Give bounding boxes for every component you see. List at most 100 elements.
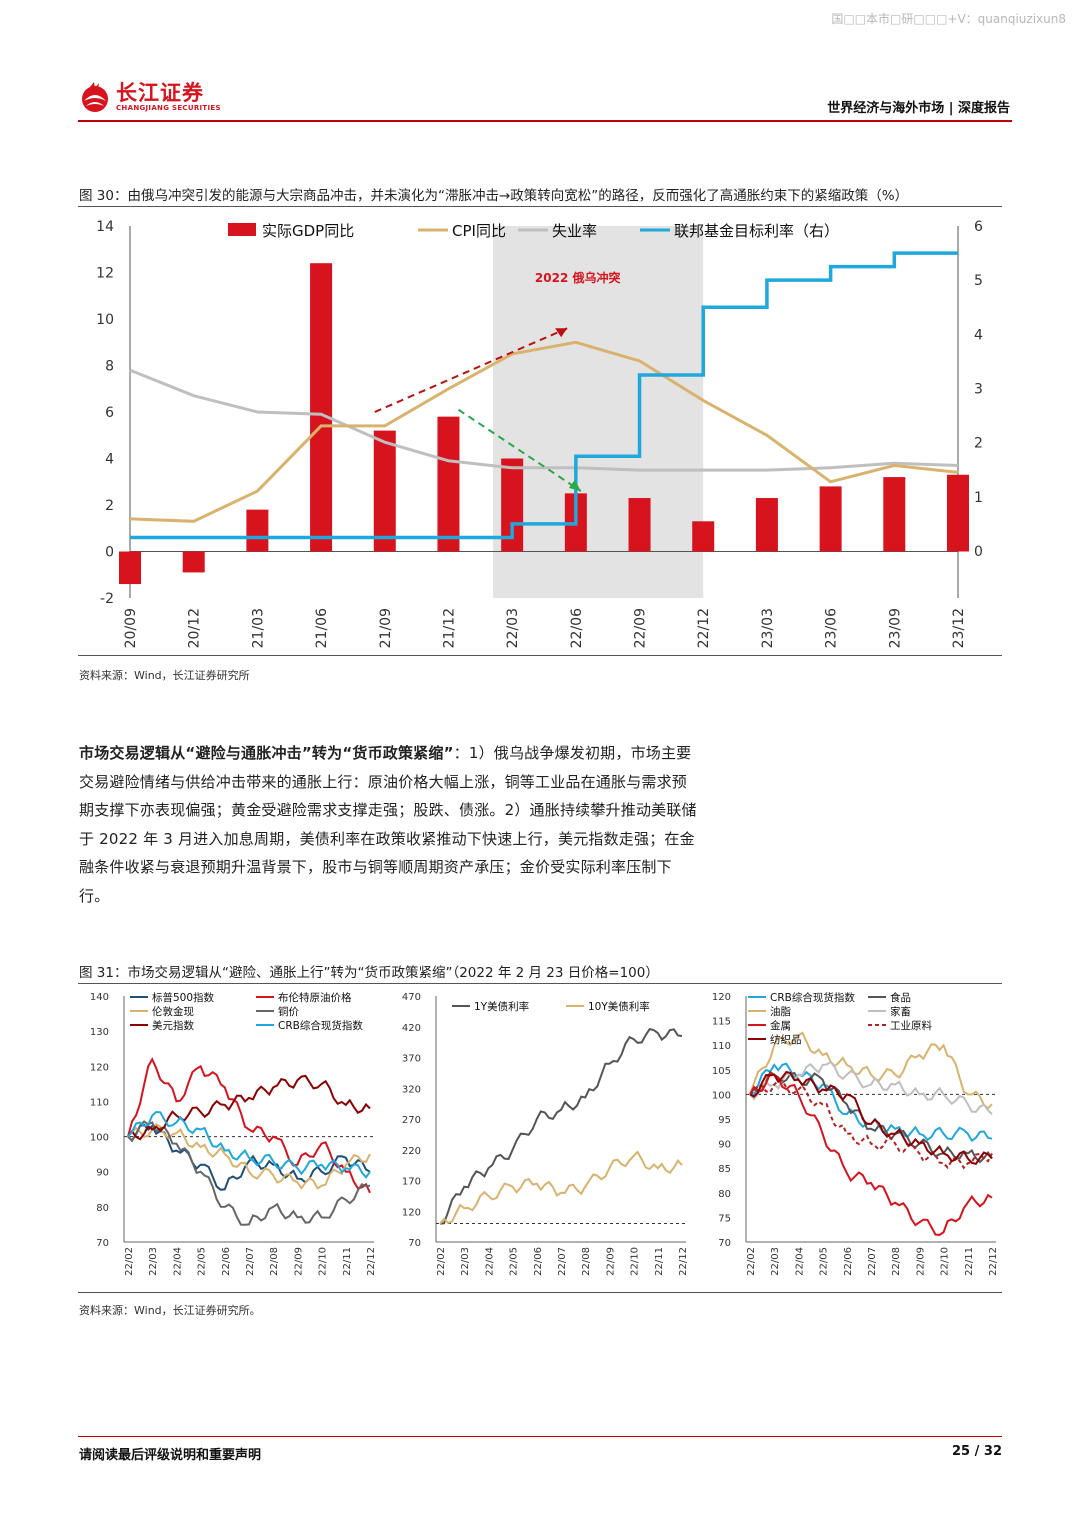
x-tick-label: 22/05: [509, 1247, 520, 1276]
legend-label: 实际GDP同比: [262, 222, 354, 240]
gdp-bar: [947, 474, 969, 552]
gdp-bar: [373, 430, 396, 552]
series-line: [439, 1150, 683, 1225]
x-tick-label: 22/05: [197, 1247, 208, 1276]
y-tick-label: 90: [718, 1140, 731, 1151]
legend-label: 工业原料: [890, 1019, 932, 1032]
x-tick-label: 22/04: [484, 1247, 495, 1276]
series-line: [439, 1027, 683, 1225]
x-tick-label: 22/05: [819, 1247, 830, 1276]
fig31-left-chart: 70 80 90 100 110 120 130 140 22/02 22/03 22/04 22/0…: [90, 991, 377, 1276]
gdp-bar: [310, 263, 333, 552]
y-tick-label: 100: [90, 1133, 109, 1144]
conflict-annotation: 2022 俄乌冲突: [535, 270, 621, 285]
x-tick-label: 22/11: [342, 1247, 353, 1276]
legend-label: 食品: [890, 991, 911, 1004]
series-line: [127, 1057, 371, 1194]
cpi-line: [129, 340, 959, 523]
watermark: 国□□本市□研□□□+V：quanqiuzixun8: [831, 12, 1066, 26]
legend-label: 标普500指数: [152, 991, 215, 1004]
y-tick-label: 100: [712, 1090, 731, 1101]
x-tick-label: 22/03: [148, 1247, 159, 1276]
x-tick-label: 21/06: [314, 608, 330, 648]
series-line: [749, 1072, 993, 1236]
fig31-source: 资料来源：Wind，长江证券研究所。: [79, 1304, 261, 1317]
x-tick-label: 21/12: [441, 608, 457, 648]
gdp-bar: [819, 486, 842, 552]
series-line: [127, 1074, 371, 1141]
paragraph-lead: 市场交易逻辑从“避险与通胀冲击”转为“货币政策紧缩”: [79, 744, 454, 762]
x-tick-label: 22/12: [678, 1247, 689, 1276]
y-tick-label: 105: [712, 1066, 731, 1077]
x-tick-label: 22/12: [988, 1247, 999, 1276]
gdp-bar: [755, 498, 778, 552]
x-tick-label: 21/09: [378, 608, 394, 648]
x-tick-label: 22/03: [460, 1247, 471, 1276]
x-tick-label: 22/06: [569, 608, 585, 648]
right-tick-label: 0: [974, 544, 983, 560]
body-paragraph: 市场交易逻辑从“避险与通胀冲击”转为“货币政策紧缩”：1）俄乌战争爆发初期，市场…: [79, 739, 699, 910]
x-tick-label: 22/11: [654, 1247, 665, 1276]
header-divider: [78, 120, 1012, 122]
shaded-conflict-period: [493, 226, 704, 598]
y-tick-label: 75: [718, 1213, 731, 1224]
left-tick-label: 10: [96, 312, 114, 328]
legend-label: 布伦特原油价格: [278, 991, 352, 1004]
left-tick-label: 0: [105, 545, 114, 561]
rising-trend-arrow: [374, 327, 568, 413]
legend-label: 家畜: [890, 1005, 911, 1018]
right-tick-label: 5: [974, 273, 983, 289]
gdp-bar: [437, 416, 460, 552]
y-tick-label: 370: [402, 1054, 421, 1065]
series-line: [127, 1123, 371, 1190]
gdp-bar: [119, 551, 141, 585]
left-tick-label: 4: [105, 452, 114, 468]
fig30-top-rule: [78, 206, 1002, 207]
legend-label: 联邦基金目标利率（右）: [674, 222, 839, 240]
paragraph-body: ：1）俄乌战争爆发初期，市场主要交易避险情绪与供给冲击带来的通胀上行：原油价格大…: [79, 744, 697, 905]
y-tick-label: 120: [90, 1062, 109, 1073]
brand-name: 长江证券: [116, 81, 204, 105]
series-line: [749, 1031, 993, 1110]
legend-label: CRB综合现货指数: [278, 1019, 363, 1032]
fig31-caption: 图 31：市场交易逻辑从“避险、通胀上行”转为“货币政策紧缩”（2022 年 2…: [79, 965, 659, 981]
right-tick-label: 3: [974, 382, 983, 398]
y-tick-label: 70: [96, 1238, 109, 1249]
x-tick-label: 22/09: [293, 1247, 304, 1276]
x-tick-label: 22/07: [245, 1247, 256, 1276]
legend-label: 伦敦金现: [152, 1005, 194, 1018]
y-tick-label: 120: [712, 992, 731, 1003]
footer-divider: [78, 1436, 1002, 1437]
left-tick-label: 6: [105, 405, 114, 421]
legend-label: 纺织品: [770, 1033, 802, 1046]
x-tick-label: 22/04: [794, 1247, 805, 1276]
legend-label: 10Y美债利率: [588, 1000, 650, 1013]
unemployment-line: [129, 368, 959, 472]
y-tick-label: 70: [408, 1238, 421, 1249]
x-tick-label: 20/09: [123, 608, 139, 648]
gdp-bar: [182, 551, 205, 573]
x-tick-label: 22/06: [843, 1247, 854, 1276]
x-tick-label: 23/06: [824, 608, 840, 648]
fig31-top-rule: [78, 983, 1002, 984]
y-tick-label: 170: [402, 1177, 421, 1188]
x-tick-label: 22/02: [124, 1247, 135, 1276]
gdp-bar: [883, 477, 906, 552]
x-tick-label: 22/06: [533, 1247, 544, 1276]
legend-label: 铜价: [278, 1006, 299, 1018]
x-tick-label: 22/07: [867, 1247, 878, 1276]
legend-swatch: [228, 223, 256, 236]
gdp-bar: [628, 498, 651, 552]
y-tick-label: 70: [718, 1238, 731, 1249]
series-line: [127, 1110, 371, 1179]
legend-label: 1Y美债利率: [474, 1000, 529, 1013]
gdp-bar: [501, 458, 524, 552]
y-tick-label: 80: [96, 1203, 109, 1214]
x-tick-label: 22/08: [891, 1247, 902, 1276]
x-tick-label: 22/04: [172, 1247, 183, 1276]
y-tick-label: 80: [718, 1189, 731, 1200]
y-tick-label: 90: [96, 1168, 109, 1179]
x-tick-label: 22/08: [269, 1247, 280, 1276]
left-tick-label: 12: [96, 266, 114, 282]
